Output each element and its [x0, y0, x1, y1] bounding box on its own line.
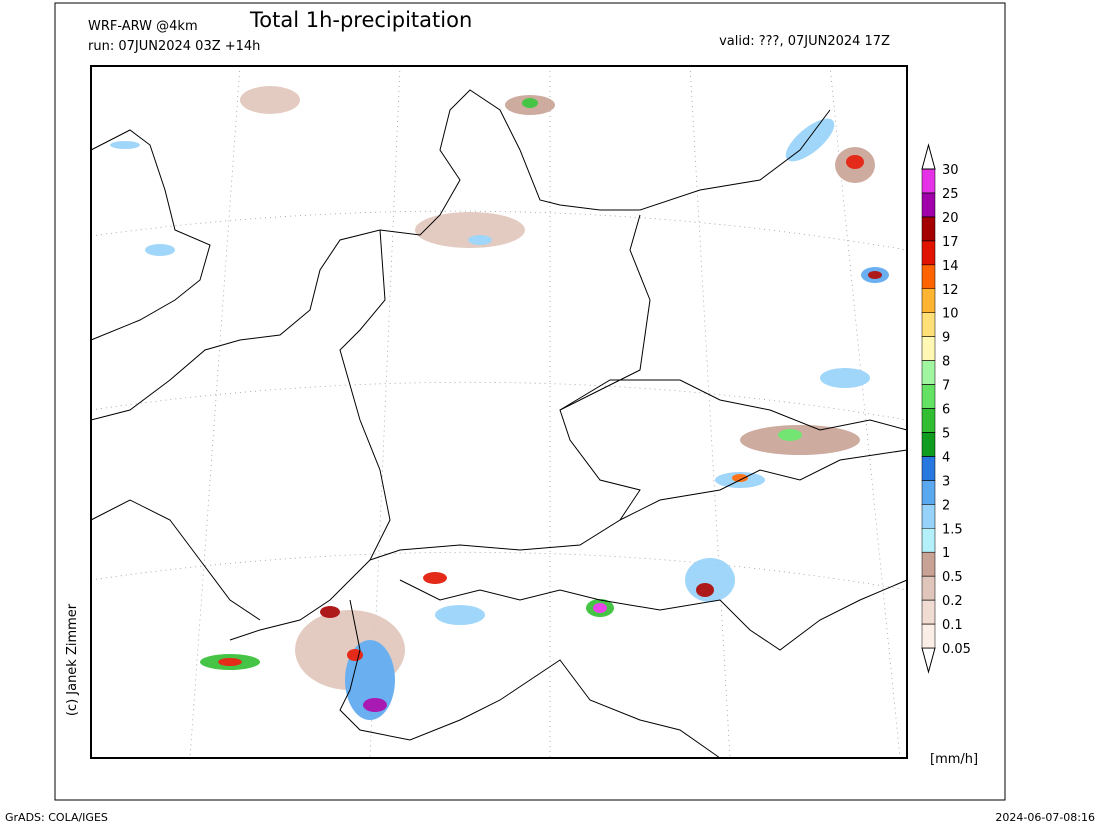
colorbar-label: 10 — [942, 307, 959, 322]
title: Total 1h-precipitation — [249, 8, 472, 32]
colorbar-label: 8 — [942, 355, 950, 370]
colorbar-arrow-high — [921, 143, 936, 170]
colorbar-box — [921, 192, 936, 218]
colorbar-label: 2 — [942, 498, 950, 513]
colorbar-box — [921, 528, 936, 553]
colorbar-label: 12 — [942, 283, 959, 298]
model-label: WRF-ARW @4km — [88, 19, 198, 34]
run-label: run: 07JUN2024 03Z +14h — [88, 39, 260, 54]
colorbar-arrow-low — [921, 647, 936, 674]
colorbar-label: 30 — [942, 163, 959, 178]
colorbar-box — [921, 288, 936, 313]
colorbar-label: 3 — [942, 474, 950, 489]
colorbar-box — [921, 360, 936, 385]
colorbar-label: 1.5 — [942, 522, 963, 537]
colorbar-box — [921, 623, 936, 649]
colorbar-label: 0.5 — [942, 570, 963, 585]
colorbar-box — [921, 168, 936, 194]
colorbar-box — [921, 336, 936, 361]
colorbar-box — [921, 408, 936, 433]
colorbar-box — [921, 240, 936, 266]
colorbar-box — [921, 432, 936, 457]
colorbar-label: 0.1 — [942, 618, 963, 633]
colorbar-label: 25 — [942, 187, 959, 202]
colorbar: 0.05 0.1 0.2 0.5 1 1.5 2 3 4 5 6 7 8 9 10 12 14 17 20 25 30 — [921, 143, 971, 674]
outer-frame — [54, 2, 1006, 801]
colorbar-box — [921, 456, 936, 481]
footer-right: 2024-06-07-08:16 — [995, 811, 1095, 824]
credit: (c) Janek Zimmer — [65, 603, 80, 716]
valid-label: valid: ???, 07JUN2024 17Z — [719, 34, 890, 49]
colorbar-label: 6 — [942, 403, 950, 418]
colorbar-label: 0.05 — [942, 642, 971, 657]
map-background — [91, 66, 907, 758]
coastlines-borders — [90, 89, 908, 759]
map-frame — [90, 65, 908, 759]
colorbar-box — [921, 504, 936, 529]
colorbar-label: 14 — [942, 259, 959, 274]
colorbar-box — [921, 575, 936, 601]
colorbar-label: 0.2 — [942, 594, 963, 609]
colorbar-label: 4 — [942, 450, 950, 465]
colorbar-box — [921, 551, 936, 577]
colorbar-unit: [mm/h] — [930, 752, 978, 767]
colorbar-box — [921, 599, 936, 625]
colorbar-box — [921, 264, 936, 289]
colorbar-label: 7 — [942, 379, 950, 394]
colorbar-label: 1 — [942, 546, 950, 561]
colorbar-box — [921, 384, 936, 409]
footer-left: GrADS: COLA/IGES — [5, 811, 108, 824]
colorbar-label: 5 — [942, 426, 950, 441]
colorbar-label: 17 — [942, 235, 959, 250]
colorbar-box — [921, 480, 936, 505]
colorbar-box — [921, 312, 936, 337]
map — [90, 65, 908, 759]
colorbar-box — [921, 216, 936, 242]
colorbar-label: 20 — [942, 211, 959, 226]
colorbar-label: 9 — [942, 331, 950, 346]
graticule — [90, 65, 908, 759]
